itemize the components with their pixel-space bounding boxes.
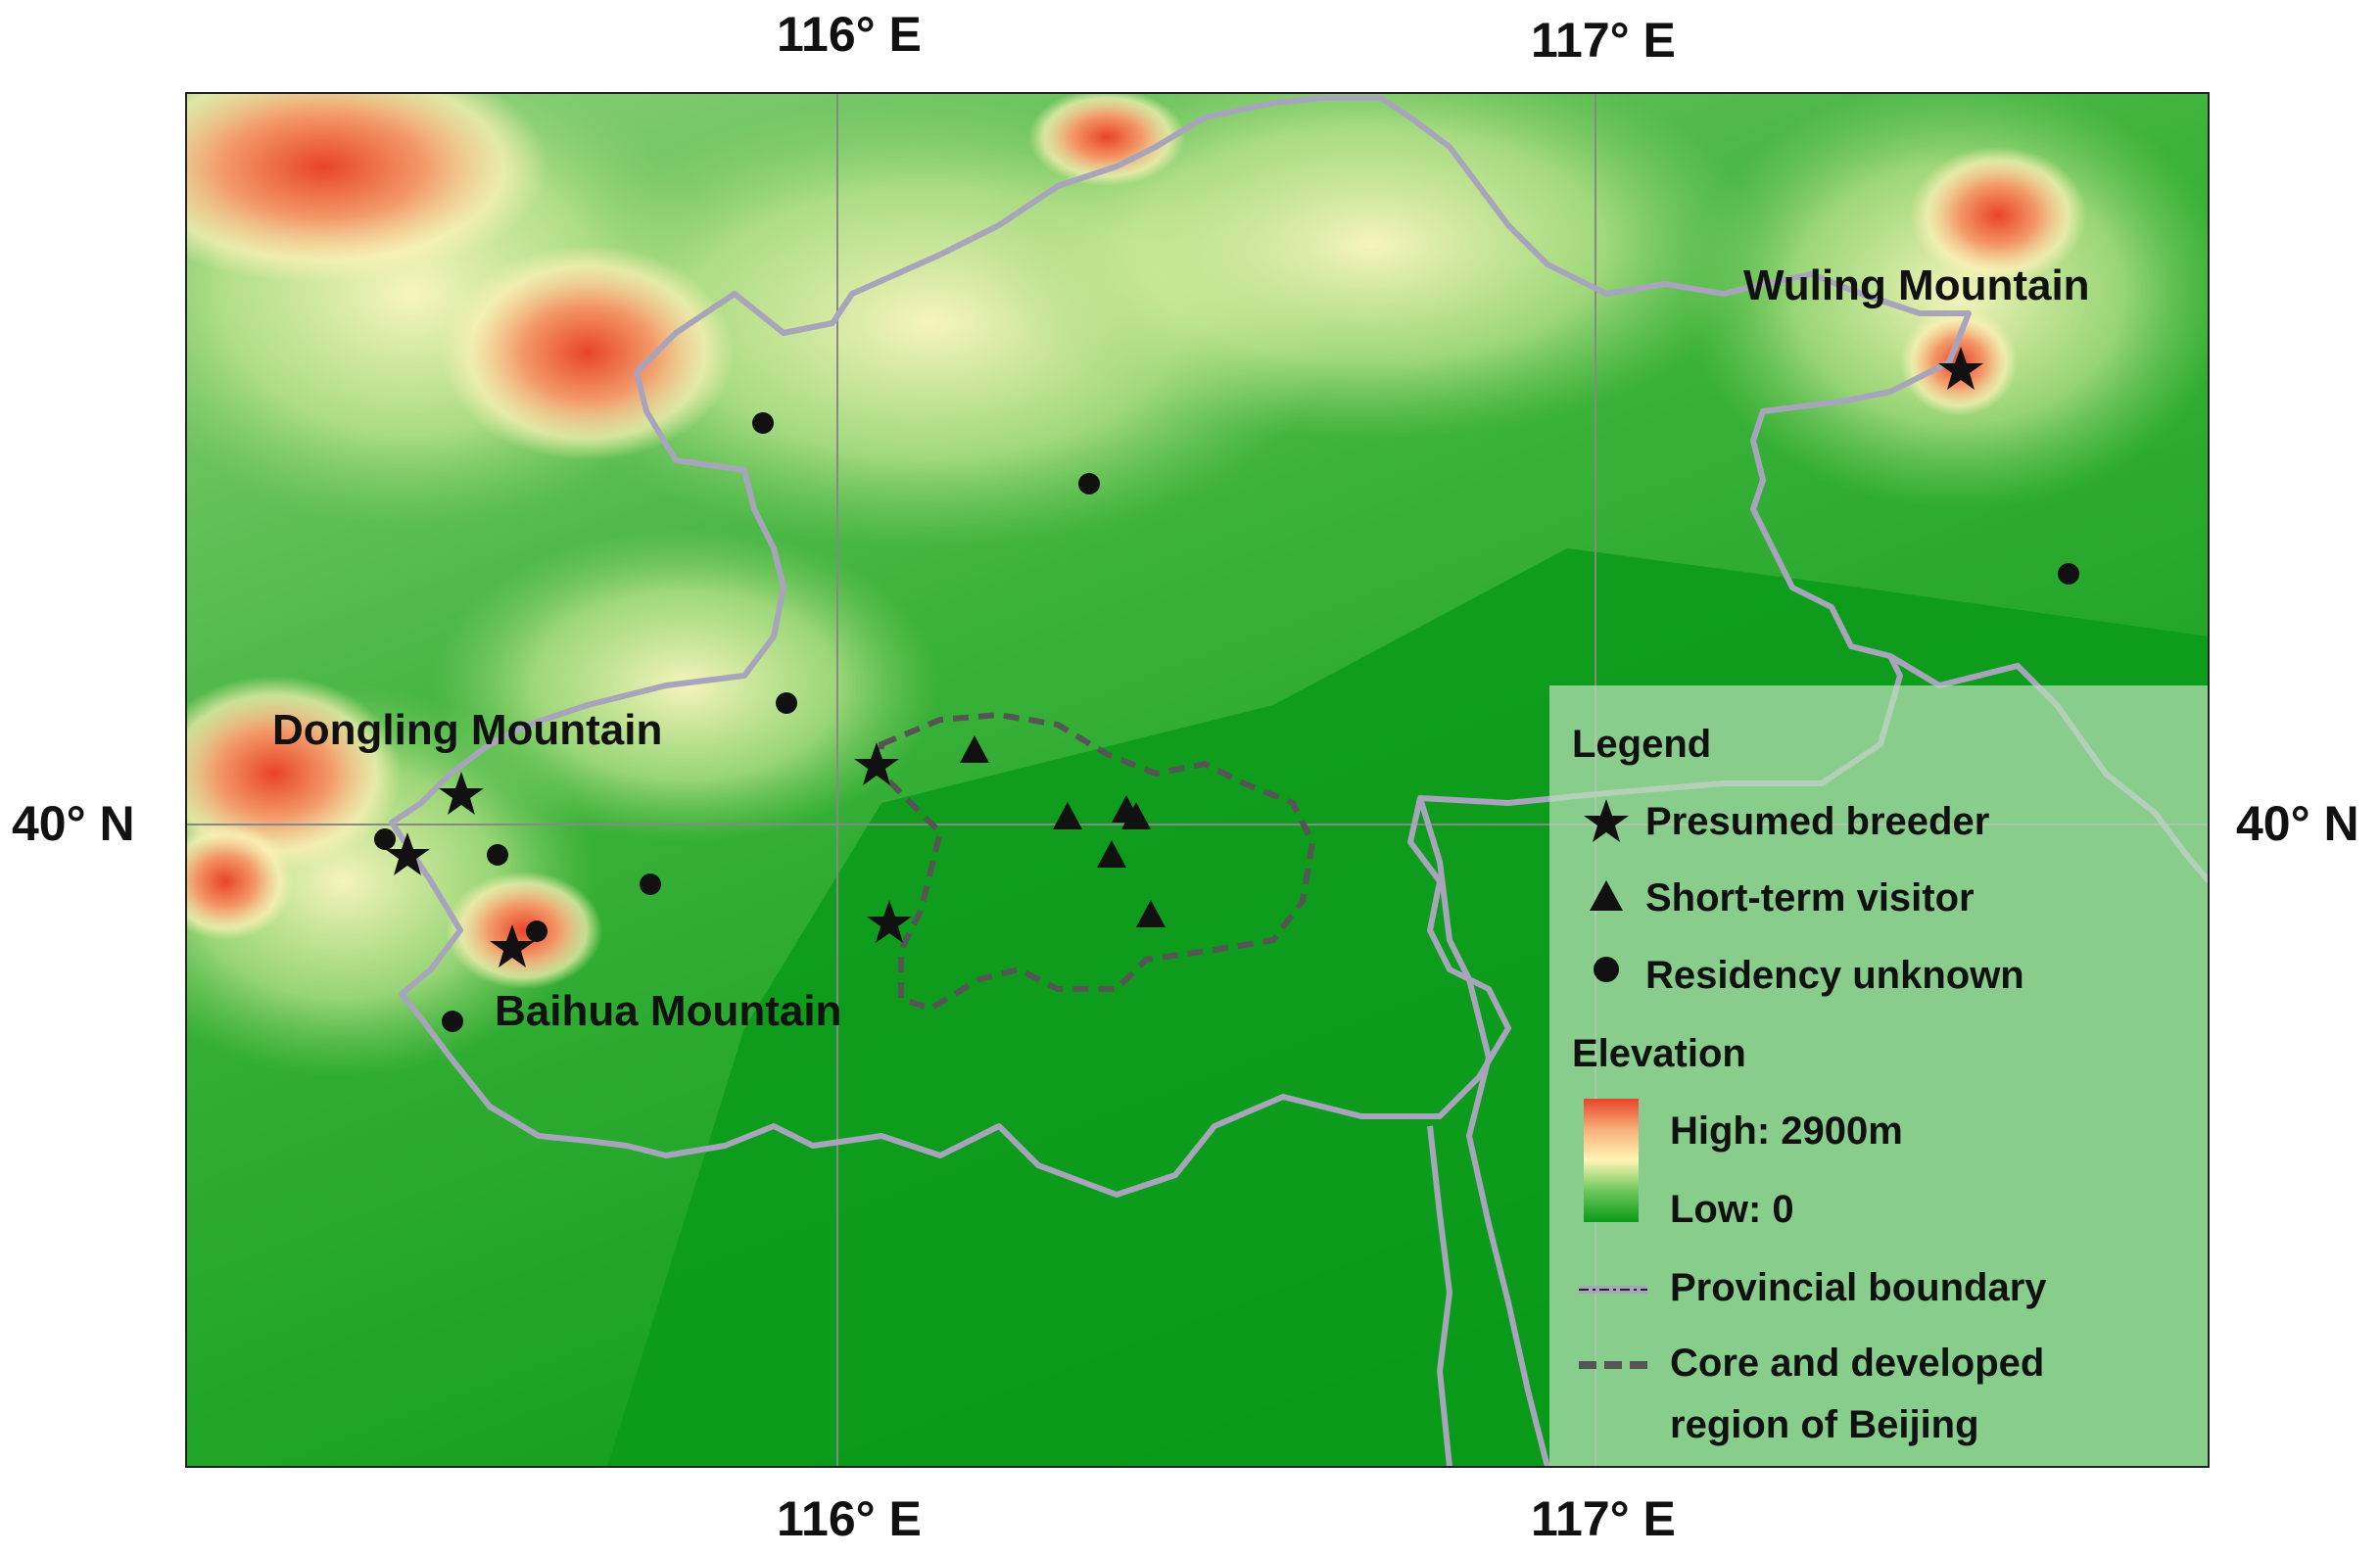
breeder-star [490,924,535,967]
unknown-circle [752,412,774,434]
provincial-boundary-east [1417,797,1550,1467]
presumed-breeder-markers [385,347,1983,967]
unknown-circle [776,692,797,714]
legend-triangle-icon [1590,880,1623,911]
breeder-star [867,900,912,943]
breeder-star [1938,347,1983,390]
lon-label-116-bottom: 116° E [777,1491,922,1546]
breeder-star [439,772,484,815]
lon-label-116-top: 116° E [777,7,922,62]
visitor-triangle [1121,802,1151,829]
legend-residency-unknown: Residency unknown [1645,954,2024,997]
lat-label-right: 40° N [2236,796,2359,851]
label-baihua-mountain: Baihua Mountain [495,987,841,1035]
legend-elevation-high: High: 2900m [1670,1109,1903,1153]
unknown-circle [640,873,661,895]
legend-core-region-line2: region of Beijing [1670,1403,1979,1446]
breeder-star [385,832,430,875]
provincial-boundary-beijing [389,95,1972,1198]
unknown-circle [374,828,396,850]
unknown-circle [526,920,547,942]
visitor-triangle [1097,840,1126,868]
legend-star-icon [1584,799,1629,842]
legend-elevation-title: Elevation [1572,1032,1746,1075]
map-frame [185,92,2210,1468]
lon-label-117-top: 117° E [1531,13,1676,68]
legend-provincial-boundary: Provincial boundary [1670,1266,2047,1309]
visitor-triangle [1053,802,1082,829]
legend-presumed-breeder: Presumed breeder [1645,800,1989,843]
unknown-circle [1078,473,1100,495]
legend-title: Legend [1572,723,1711,766]
lat-label-left: 40° N [12,796,135,851]
visitor-triangle [1136,900,1166,927]
legend-panel [1549,685,2209,1467]
unknown-circle [442,1011,463,1032]
label-dongling-mountain: Dongling Mountain [272,706,662,754]
provincial-boundary-south [1427,1125,1453,1467]
unknown-circle [487,844,508,866]
legend-circle-icon [1594,957,1619,982]
legend-short-term-visitor: Short-term visitor [1645,876,1975,919]
residency-unknown-markers [374,412,2079,1032]
core-region-beijing [879,711,1316,1013]
legend-elevation-low: Low: 0 [1670,1188,1794,1231]
legend-elevation-bar [1584,1099,1639,1222]
unknown-circle [2058,563,2079,585]
short-term-visitor-markers [960,735,1166,927]
legend-core-region-line1: Core and developed [1670,1342,2044,1385]
label-wuling-mountain: Wuling Mountain [1743,261,2090,309]
visitor-triangle [960,735,989,763]
lon-label-117-bottom: 117° E [1531,1491,1676,1546]
breeder-star [854,742,899,785]
